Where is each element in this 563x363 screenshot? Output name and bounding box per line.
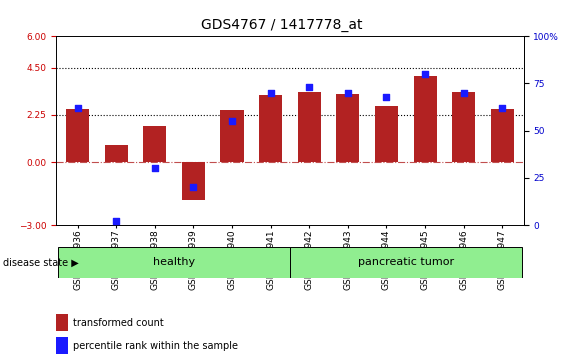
Point [227,118,236,124]
Point [73,105,82,111]
Point [111,219,120,224]
Bar [182,162,205,200]
Bar [375,106,398,162]
Bar [452,92,475,162]
Text: disease state ▶: disease state ▶ [3,257,79,267]
Point [459,90,468,96]
Text: pancreatic tumor: pancreatic tumor [358,257,454,267]
Point [498,105,507,111]
Bar [66,109,89,162]
Bar [290,247,522,278]
Bar [491,109,514,162]
Bar [56,337,68,354]
Point [266,90,275,96]
Bar [105,145,128,162]
Bar [221,110,244,162]
Point [382,94,391,99]
Bar [414,76,437,162]
Bar [143,126,166,162]
Point [150,166,159,171]
Bar [298,92,321,162]
Text: healthy: healthy [153,257,195,267]
Point [421,71,430,77]
Bar [336,94,359,162]
Bar [259,95,282,162]
Text: GDS4767 / 1417778_at: GDS4767 / 1417778_at [201,18,362,32]
Point [189,184,198,190]
Text: percentile rank within the sample: percentile rank within the sample [73,340,238,351]
Bar [56,314,68,331]
Point [305,84,314,90]
Point [343,90,352,96]
Bar [58,247,290,278]
Text: transformed count: transformed count [73,318,163,328]
